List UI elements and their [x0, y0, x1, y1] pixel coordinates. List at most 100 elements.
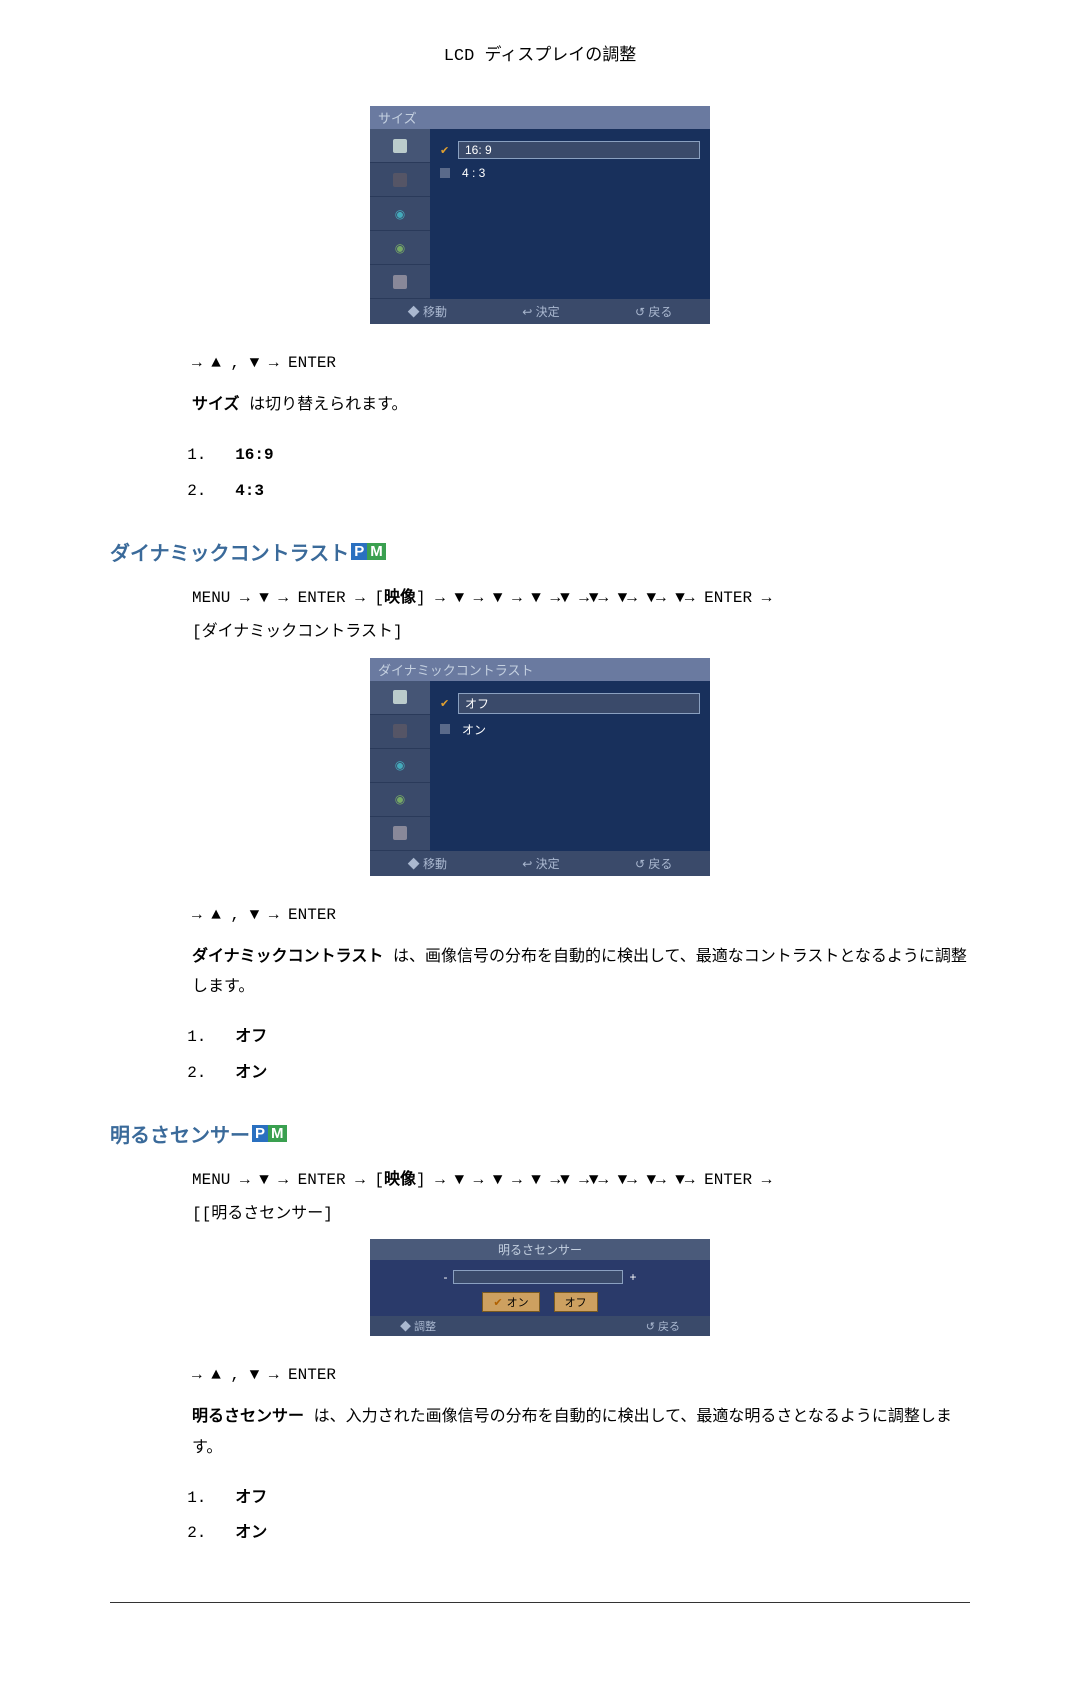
- m-badge: M: [367, 543, 386, 560]
- osd-option-label: 16: 9: [458, 141, 700, 159]
- bs-opt-1: オフ: [235, 1489, 267, 1507]
- osd-option-label: オン: [456, 720, 700, 739]
- minus-icon: -: [443, 1270, 447, 1284]
- bs-opt-2: オン: [235, 1524, 267, 1542]
- nav-keys: → ▲ , ▼ → ENTER: [192, 906, 970, 924]
- osd-footer: ◆ 調整 ↺ 戻る: [370, 1316, 710, 1336]
- size-opt-1: 16:9: [235, 446, 273, 464]
- osd-side-item[interactable]: [370, 681, 430, 715]
- osd-side-item[interactable]: [370, 163, 430, 197]
- bs-para: 明るさセンサー は、入力された画像信号の分布を自動的に検出して、最適な明るさとな…: [192, 1402, 970, 1463]
- slider-track[interactable]: [453, 1270, 623, 1284]
- osd-dynamic-contrast: ダイナミックコントラスト ◉ ◉ ✔ オフ オン ◆ 移動: [110, 658, 970, 876]
- dc-opt-2: オン: [235, 1064, 267, 1082]
- osd-button-row: ✔オン オフ: [390, 1292, 690, 1312]
- osd-side-item[interactable]: ◉: [370, 783, 430, 817]
- circle-icon: ◉: [395, 207, 405, 221]
- dc-menupath: MENU → ▼ → ENTER → [映像] → ▼ → ▼ → ▼ →▼ →…: [192, 583, 970, 613]
- size-opt-2: 4:3: [235, 482, 264, 500]
- osd-panel: ダイナミックコントラスト ◉ ◉ ✔ オフ オン ◆ 移動: [370, 658, 710, 876]
- check-icon: ✔: [440, 697, 452, 710]
- bs-menupath: MENU → ▼ → ENTER → [映像] → ▼ → ▼ → ▼ →▼ →…: [192, 1165, 970, 1195]
- menupath-a: MENU → ▼ → ENTER → [: [192, 589, 384, 607]
- off-button[interactable]: オフ: [554, 1292, 598, 1312]
- bs-section: MENU → ▼ → ENTER → [映像] → ▼ → ▼ → ▼ →▼ →…: [192, 1165, 970, 1230]
- osd-title: サイズ: [370, 106, 710, 129]
- size-bold: サイズ: [192, 396, 240, 414]
- osd-foot-enter: ↩ 決定: [522, 303, 559, 320]
- page-title: LCD ディスプレイの調整: [444, 47, 637, 66]
- p-badge: P: [252, 1125, 268, 1142]
- osd-title: ダイナミックコントラスト: [370, 658, 710, 681]
- osd-sidebar: ◉ ◉: [370, 681, 430, 851]
- osd-slider-row: - +: [390, 1270, 690, 1284]
- on-button[interactable]: ✔オン: [482, 1292, 539, 1312]
- osd-option-row[interactable]: ✔ オフ: [440, 693, 700, 714]
- osd-main: ✔ 16: 9 4 : 3: [430, 129, 710, 299]
- osd-brightness-sensor: 明るさセンサー - + ✔オン オフ ◆ 調整 ↺ 戻る: [110, 1239, 970, 1336]
- osd-side-item[interactable]: ◉: [370, 231, 430, 265]
- check-icon: ✔: [493, 1296, 502, 1309]
- m-badge: M: [268, 1125, 287, 1142]
- bs-list: オフ オン: [216, 1481, 970, 1551]
- osd-side-picture-icon[interactable]: [370, 129, 430, 163]
- osd-body: ◉ ◉ ✔ オフ オン: [370, 681, 710, 851]
- osd-side-item[interactable]: [370, 817, 430, 851]
- dc-menupath-2: [ダイナミックコントラスト]: [192, 617, 970, 647]
- bs-text-block: → ▲ , ▼ → ENTER 明るさセンサー は、入力された画像信号の分布を自…: [192, 1366, 970, 1551]
- pm-badge: PM: [252, 1125, 287, 1142]
- multi-icon: [393, 826, 407, 840]
- dc-opt-1: オフ: [235, 1028, 267, 1046]
- osd-body: - + ✔オン オフ: [370, 1260, 710, 1316]
- osd-option-row[interactable]: オン: [440, 720, 700, 739]
- menupath-bold: 映像: [384, 1171, 416, 1189]
- osd-foot-back: ↺ 戻る: [635, 303, 672, 320]
- list-item: オン: [216, 1516, 970, 1551]
- osd-foot-move: ◆ 移動: [408, 855, 447, 872]
- gear-icon: ◉: [395, 241, 405, 255]
- dc-section: MENU → ▼ → ENTER → [映像] → ▼ → ▼ → ▼ →▼ →…: [192, 583, 970, 648]
- osd-side-item[interactable]: ◉: [370, 749, 430, 783]
- bs-para-rest: は、入力された画像信号の分布を自動的に検出して、最適な明るさとなるように調整しま…: [192, 1408, 952, 1456]
- size-list: 16:9 4:3: [216, 438, 970, 508]
- osd-compact-panel: 明るさセンサー - + ✔オン オフ ◆ 調整 ↺ 戻る: [370, 1239, 710, 1336]
- dc-text-block: → ▲ , ▼ → ENTER ダイナミックコントラスト は、画像信号の分布を自…: [192, 906, 970, 1091]
- dc-list: オフ オン: [216, 1020, 970, 1090]
- osd-footer: ◆ 移動 ↩ 決定 ↺ 戻る: [370, 851, 710, 876]
- osd-option-label: 4 : 3: [456, 165, 700, 181]
- osd-foot-move: ◆ 移動: [408, 303, 447, 320]
- picture-icon: [393, 139, 407, 153]
- size-section: → ▲ , ▼ → ENTER サイズ は切り替えられます。 16:9 4:3: [192, 354, 970, 509]
- osd-title: 明るさセンサー: [370, 1239, 710, 1260]
- gear-icon: ◉: [395, 792, 405, 806]
- page-header: LCD ディスプレイの調整: [110, 40, 970, 66]
- list-item: 16:9: [216, 438, 970, 473]
- osd-foot-adjust: ◆ 調整: [400, 1318, 436, 1334]
- osd-sidebar: ◉ ◉: [370, 129, 430, 299]
- list-item: オフ: [216, 1481, 970, 1516]
- osd-option-row[interactable]: 4 : 3: [440, 165, 700, 181]
- circle-icon: ◉: [395, 758, 405, 772]
- osd-side-item[interactable]: [370, 265, 430, 299]
- nav-keys: → ▲ , ▼ → ENTER: [192, 354, 970, 372]
- footer-rule: [110, 1602, 970, 1603]
- dc-para-bold: ダイナミックコントラスト: [192, 948, 383, 966]
- check-icon: ✔: [440, 144, 452, 157]
- osd-foot-back: ↺ 戻る: [635, 855, 672, 872]
- multi-icon: [393, 275, 407, 289]
- menupath-b: ] → ▼ → ▼ → ▼ →▼ →▼→ ▼→ ▼→ ▼→ ENTER →: [416, 589, 771, 607]
- picture-icon: [393, 690, 407, 704]
- list-item: オフ: [216, 1020, 970, 1055]
- osd-side-item[interactable]: [370, 715, 430, 749]
- osd-main: ✔ オフ オン: [430, 681, 710, 851]
- osd-side-item[interactable]: ◉: [370, 197, 430, 231]
- size-text: サイズ は切り替えられます。: [192, 390, 970, 420]
- off-label: オフ: [565, 1294, 587, 1310]
- section-dynamic-contrast-heading: ダイナミックコントラスト PM: [110, 537, 970, 567]
- pm-badge: PM: [351, 543, 386, 560]
- bs-menupath-2: [[明るさセンサー]: [192, 1199, 970, 1229]
- dc-para: ダイナミックコントラスト は、画像信号の分布を自動的に検出して、最適なコントラス…: [192, 942, 970, 1003]
- box-icon: [440, 168, 450, 178]
- osd-option-row[interactable]: ✔ 16: 9: [440, 141, 700, 159]
- osd-foot-enter: ↩ 決定: [522, 855, 559, 872]
